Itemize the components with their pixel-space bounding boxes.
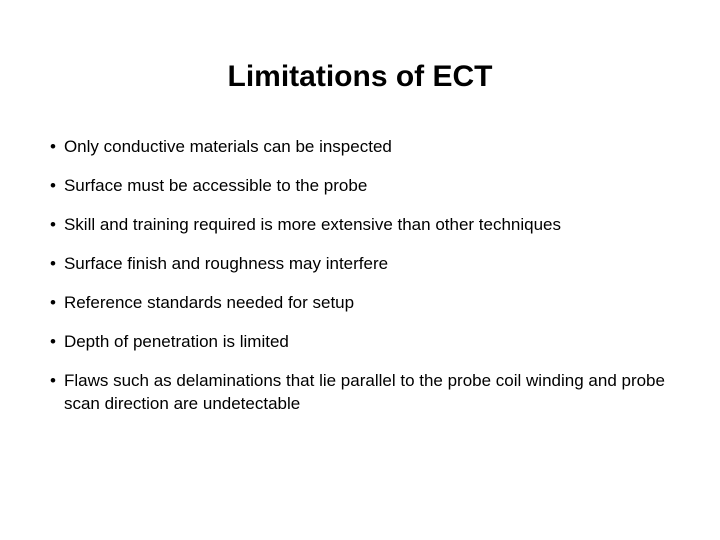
bullet-item: • Only conductive materials can be inspe… bbox=[50, 136, 670, 159]
bullet-marker: • bbox=[50, 370, 56, 393]
bullet-marker: • bbox=[50, 331, 56, 354]
bullet-text: Depth of penetration is limited bbox=[64, 331, 670, 354]
bullet-text: Flaws such as delaminations that lie par… bbox=[64, 370, 670, 416]
bullet-text: Skill and training required is more exte… bbox=[64, 214, 670, 237]
bullet-item: • Reference standards needed for setup bbox=[50, 292, 670, 315]
bullet-list: • Only conductive materials can be inspe… bbox=[50, 136, 670, 416]
bullet-item: • Depth of penetration is limited bbox=[50, 331, 670, 354]
bullet-marker: • bbox=[50, 175, 56, 198]
bullet-text: Surface finish and roughness may interfe… bbox=[64, 253, 670, 276]
bullet-marker: • bbox=[50, 214, 56, 237]
bullet-marker: • bbox=[50, 253, 56, 276]
bullet-item: • Surface must be accessible to the prob… bbox=[50, 175, 670, 198]
bullet-item: • Skill and training required is more ex… bbox=[50, 214, 670, 237]
bullet-item: • Flaws such as delaminations that lie p… bbox=[50, 370, 670, 416]
bullet-marker: • bbox=[50, 136, 56, 159]
bullet-text: Only conductive materials can be inspect… bbox=[64, 136, 670, 159]
bullet-item: • Surface finish and roughness may inter… bbox=[50, 253, 670, 276]
bullet-text: Reference standards needed for setup bbox=[64, 292, 670, 315]
bullet-text: Surface must be accessible to the probe bbox=[64, 175, 670, 198]
bullet-marker: • bbox=[50, 292, 56, 315]
slide-title: Limitations of ECT bbox=[50, 60, 670, 94]
